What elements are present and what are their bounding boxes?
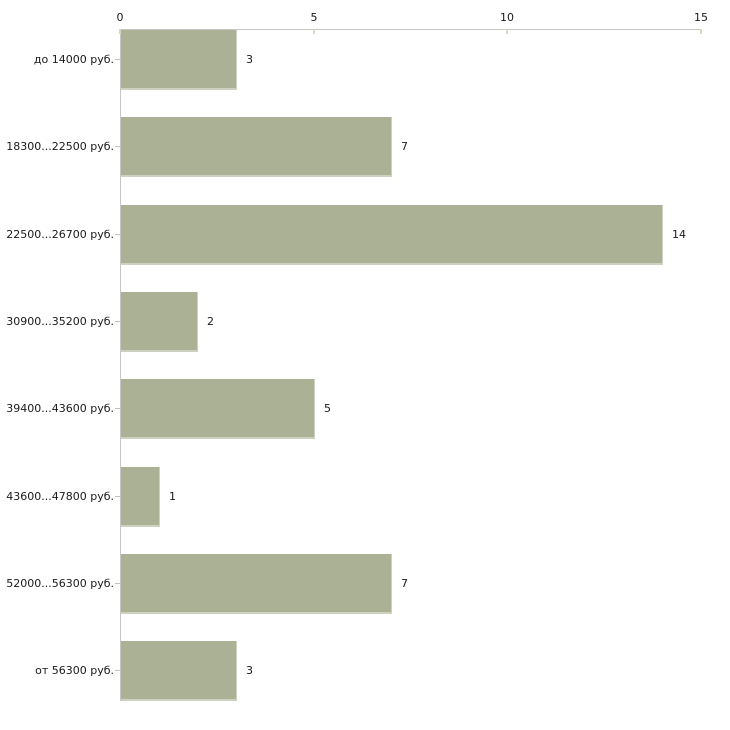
category-tick: [115, 59, 120, 60]
category-tick: [115, 146, 120, 147]
bar-value-label: 1: [169, 489, 176, 503]
y-axis-line: [120, 29, 121, 701]
x-axis-tick: [506, 29, 508, 34]
category-tick: [115, 408, 120, 409]
x-axis-tick-label: 0: [116, 11, 124, 24]
category-tick: [115, 321, 120, 322]
bar-value-label: 14: [672, 227, 686, 241]
bar: [121, 30, 237, 90]
bar: [121, 467, 160, 527]
x-axis-tick: [700, 29, 702, 34]
bar: [121, 205, 663, 265]
category-tick: [115, 234, 120, 235]
category-label: от 56300 руб.: [35, 663, 114, 677]
category-tick: [115, 496, 120, 497]
bar-value-label: 7: [401, 576, 408, 590]
x-axis-tick: [313, 29, 315, 34]
x-axis-line: [120, 29, 702, 30]
bar-value-label: 3: [246, 52, 253, 66]
bar-value-label: 2: [207, 314, 214, 328]
category-label: до 14000 руб.: [33, 52, 114, 66]
category-label: 30900...35200 руб.: [6, 314, 114, 328]
bar: [121, 292, 198, 352]
bar-value-label: 3: [246, 663, 253, 677]
bar-value-label: 5: [324, 401, 331, 415]
category-label: 22500...26700 руб.: [6, 227, 114, 241]
category-label: 52000...56300 руб.: [6, 576, 114, 590]
bar-value-label: 7: [401, 139, 408, 153]
category-tick: [115, 583, 120, 584]
bar: [121, 379, 315, 439]
category-label: 43600...47800 руб.: [6, 489, 114, 503]
bar: [121, 554, 392, 614]
x-axis-tick-label: 15: [694, 11, 708, 24]
bar: [121, 641, 237, 701]
x-axis-tick-label: 5: [310, 11, 318, 24]
category-label: 18300...22500 руб.: [6, 139, 114, 153]
category-label: 39400...43600 руб.: [6, 401, 114, 415]
x-axis-tick: [119, 29, 121, 34]
x-axis-tick-label: 10: [500, 11, 514, 24]
bar: [121, 117, 392, 177]
category-tick: [115, 670, 120, 671]
